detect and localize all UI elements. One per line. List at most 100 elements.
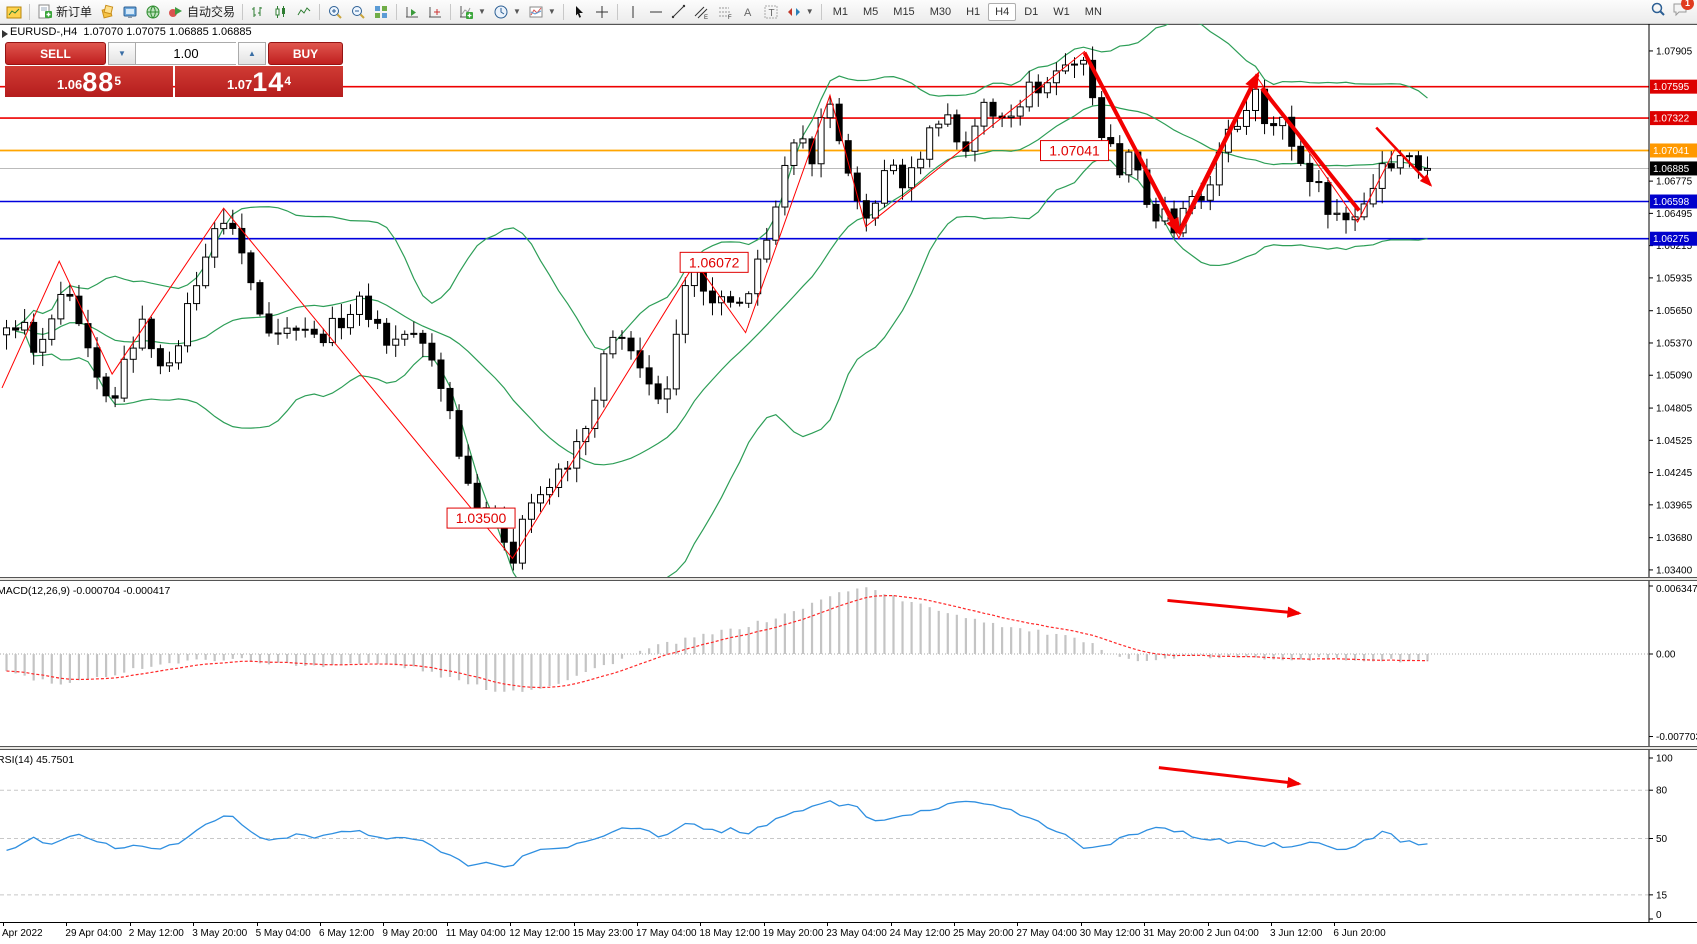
horizontal-line-button[interactable] bbox=[645, 2, 667, 22]
bear-candle bbox=[1414, 155, 1422, 171]
price-tick-label: 1.04245 bbox=[1656, 468, 1693, 479]
timeframe-m30-button[interactable]: M30 bbox=[929, 5, 952, 18]
zoom-in-button[interactable] bbox=[324, 2, 346, 22]
signals-button[interactable] bbox=[142, 2, 164, 22]
bollinger-upper-band[interactable] bbox=[15, 24, 1428, 351]
bollinger-lower-band[interactable] bbox=[15, 157, 1428, 577]
price-callout-box[interactable] bbox=[1040, 140, 1109, 162]
text-icon: A bbox=[740, 4, 756, 20]
bull-candle bbox=[1007, 115, 1015, 119]
bear-candle bbox=[1405, 155, 1413, 158]
bull-candle bbox=[790, 142, 798, 166]
arrows-button[interactable]: ▼ bbox=[783, 2, 817, 22]
time-axis[interactable]: Apr 2022 29 Apr 04:00 2 May 12:00 3 May 20:… bbox=[0, 922, 1697, 944]
drawn-trend-arrow[interactable] bbox=[1375, 126, 1432, 187]
timeframe-d1-button[interactable]: D1 bbox=[1024, 5, 1039, 18]
bear-candle bbox=[899, 164, 907, 189]
vertical-line-button[interactable] bbox=[622, 2, 644, 22]
cursor-button[interactable] bbox=[568, 2, 590, 22]
timeframe-m15-button[interactable]: M15 bbox=[893, 5, 915, 18]
cursor-icon bbox=[571, 4, 587, 20]
notifications-button[interactable]: 1 bbox=[1672, 0, 1694, 22]
timeframe-h4-button[interactable]: H4 bbox=[988, 2, 1017, 21]
fibonacci-button[interactable]: F bbox=[714, 2, 736, 22]
macd-indicator-panel[interactable]: 0.006347 0.00 -0.007703 MACD(12,26,9) -0.00… bbox=[0, 581, 1697, 746]
candlestick-chart-button[interactable] bbox=[270, 2, 292, 22]
rsi-splitter[interactable] bbox=[0, 746, 1697, 750]
price-callout-box[interactable] bbox=[446, 507, 516, 529]
bear-candle bbox=[437, 359, 445, 389]
one-click-collapse-icon[interactable] bbox=[2, 30, 8, 38]
autotrading-button[interactable]: 自动交易 bbox=[165, 2, 238, 22]
timeframe-mn-button[interactable]: MN bbox=[1084, 5, 1102, 18]
bid-price-display[interactable]: 1.06 88 5 bbox=[5, 66, 173, 97]
rsi-line[interactable] bbox=[6, 800, 1428, 868]
price-callout-box[interactable] bbox=[679, 251, 749, 273]
indicators-dropdown-icon[interactable]: ▼ bbox=[478, 7, 486, 16]
price-tick-label: 1.04805 bbox=[1656, 404, 1693, 415]
tile-windows-button[interactable] bbox=[370, 2, 392, 22]
periods-button[interactable]: ▼ bbox=[490, 2, 524, 22]
volume-increase-button[interactable]: ▲ bbox=[238, 42, 266, 65]
bollinger-middle-band[interactable] bbox=[15, 104, 1428, 466]
templates-button[interactable]: ▼ bbox=[525, 2, 559, 22]
bear-candle bbox=[66, 293, 74, 297]
timeframe-w1-button[interactable]: W1 bbox=[1053, 5, 1070, 18]
drawn-trend-arrow[interactable] bbox=[1177, 73, 1260, 234]
sell-button[interactable]: SELL bbox=[5, 42, 106, 65]
timeframe-h1-button[interactable]: H1 bbox=[966, 5, 981, 18]
rsi-trend-arrow[interactable] bbox=[1158, 766, 1300, 786]
time-axis-tick bbox=[446, 923, 448, 926]
periods-dropdown-icon[interactable]: ▼ bbox=[512, 7, 521, 16]
time-axis-label: 3 Jun 12:00 bbox=[1270, 928, 1323, 939]
buy-button[interactable]: BUY bbox=[268, 42, 343, 65]
bull-candle bbox=[1242, 109, 1250, 127]
time-axis-label: 2 May 12:00 bbox=[128, 928, 184, 939]
rsi-indicator-panel[interactable]: 100 80 50 15 0 RSI(14) 45.7501 bbox=[0, 750, 1697, 922]
timeframe-m1-button[interactable]: M1 bbox=[832, 5, 848, 18]
text-button[interactable]: A bbox=[737, 2, 759, 22]
equidistant-channel-button[interactable]: E bbox=[691, 2, 713, 22]
time-axis-label: 11 May 04:00 bbox=[445, 928, 506, 939]
trendline-button[interactable] bbox=[668, 2, 690, 22]
chart-window-button[interactable] bbox=[3, 2, 25, 22]
indicators-button[interactable]: ▼ bbox=[455, 2, 489, 22]
drawn-trend-arrow[interactable] bbox=[1082, 51, 1181, 234]
bear-candle bbox=[1270, 123, 1278, 127]
timeframe-m5-button[interactable]: M5 bbox=[863, 5, 879, 18]
bear-candle bbox=[229, 222, 237, 229]
drawn-trend-arrow-head bbox=[1419, 174, 1433, 187]
zoom-out-icon bbox=[350, 4, 366, 20]
data-window-button[interactable] bbox=[119, 2, 141, 22]
drawn-trend-arrow[interactable] bbox=[1260, 87, 1361, 212]
auto-scroll-button[interactable] bbox=[401, 2, 423, 22]
new-order-button[interactable]: 新订单 bbox=[34, 2, 95, 22]
zigzag-indicator-line[interactable] bbox=[1, 50, 1396, 560]
horizontal-line-icon bbox=[648, 4, 664, 20]
ask-price-display[interactable]: 1.07 14 4 bbox=[175, 66, 343, 97]
bull-candle bbox=[328, 317, 336, 344]
bear-candle bbox=[1324, 182, 1332, 215]
macd-splitter[interactable] bbox=[0, 577, 1697, 581]
zoom-out-button[interactable] bbox=[347, 2, 369, 22]
templates-dropdown-icon[interactable]: ▼ bbox=[547, 7, 556, 16]
main-price-chart[interactable]: 1.070411.060721.035001.079051.067751.064… bbox=[0, 24, 1697, 577]
line-chart-button[interactable] bbox=[293, 2, 315, 22]
chart-shift-button[interactable] bbox=[424, 2, 446, 22]
price-level-badge bbox=[1650, 143, 1697, 158]
arrows-dropdown-icon[interactable]: ▼ bbox=[805, 7, 814, 16]
volume-input[interactable]: 1.00 bbox=[136, 42, 236, 65]
macd-axis-label: 0.00 bbox=[1656, 650, 1676, 661]
bar-chart-button[interactable] bbox=[247, 2, 269, 22]
volume-decrease-button[interactable]: ▼ bbox=[108, 42, 136, 65]
search-button[interactable] bbox=[1650, 1, 1666, 22]
metaeditor-button[interactable] bbox=[96, 2, 118, 22]
crosshair-button[interactable] bbox=[591, 2, 613, 22]
bear-candle bbox=[319, 333, 327, 344]
macd-trend-arrow[interactable] bbox=[1167, 598, 1300, 615]
text-label-button[interactable]: T bbox=[760, 2, 782, 22]
bear-candle bbox=[645, 367, 653, 385]
ask-integer: 1.07 bbox=[226, 77, 253, 92]
macd-signal-line[interactable] bbox=[6, 594, 1428, 689]
